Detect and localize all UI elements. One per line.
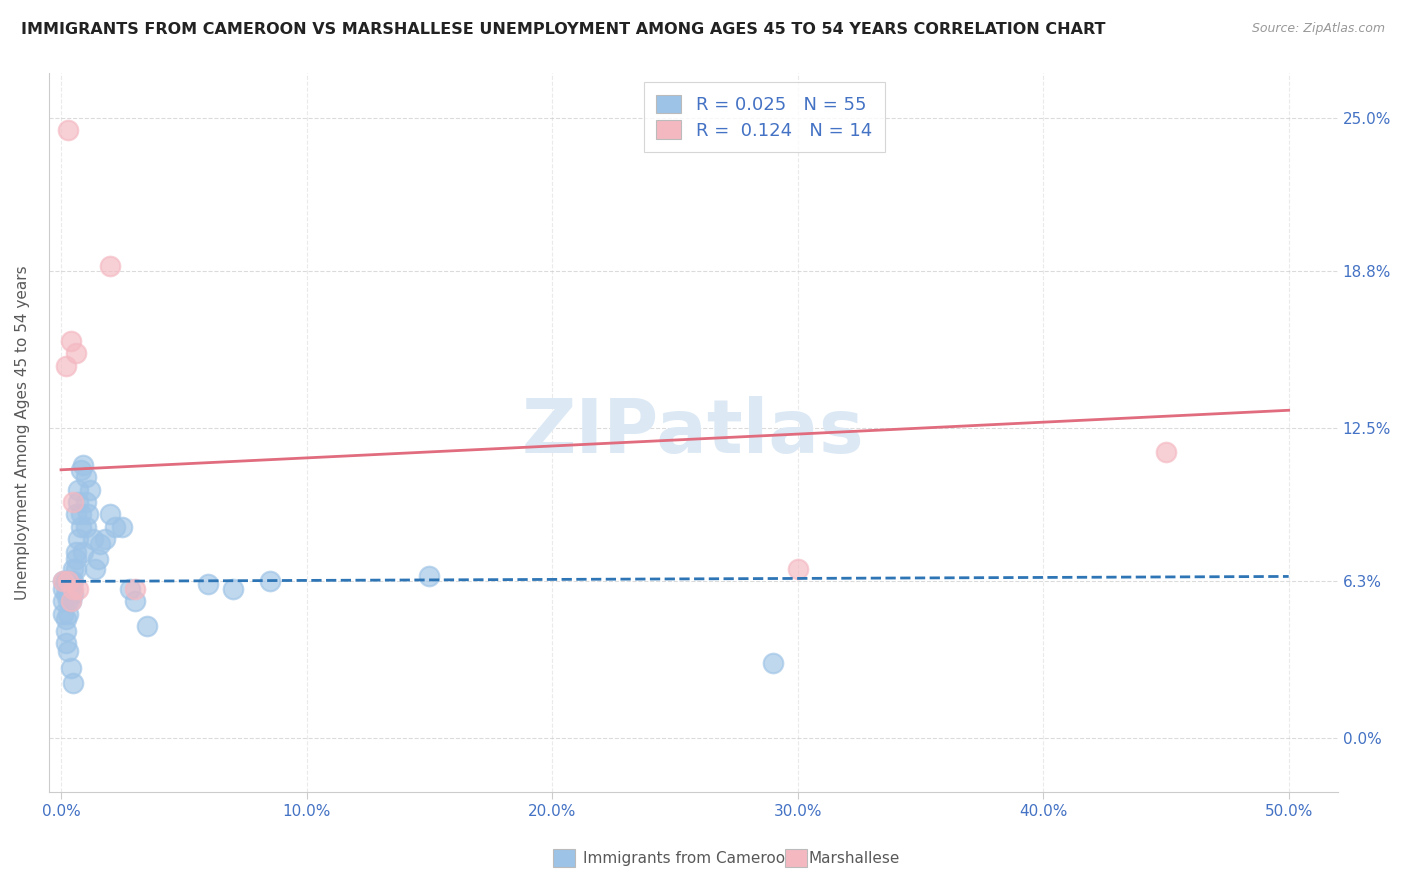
Point <box>418 569 440 583</box>
Point <box>69 508 91 522</box>
Point <box>59 334 82 348</box>
Point <box>111 520 134 534</box>
Point <box>58 607 80 621</box>
Point <box>65 552 87 566</box>
Point <box>98 260 121 274</box>
Point <box>197 577 219 591</box>
Point <box>104 520 127 534</box>
Point <box>59 661 82 675</box>
Point <box>59 594 82 608</box>
Point <box>1154 445 1177 459</box>
Point <box>87 552 110 566</box>
Point <box>58 582 80 596</box>
Point <box>52 574 75 589</box>
Point <box>52 594 75 608</box>
Legend: R = 0.025   N = 55, R =  0.124   N = 14: R = 0.025 N = 55, R = 0.124 N = 14 <box>644 82 884 153</box>
Text: Source: ZipAtlas.com: Source: ZipAtlas.com <box>1251 22 1385 36</box>
Point <box>72 544 94 558</box>
Point <box>69 463 91 477</box>
Point <box>67 533 90 547</box>
Point <box>72 458 94 472</box>
Y-axis label: Unemployment Among Ages 45 to 54 years: Unemployment Among Ages 45 to 54 years <box>15 265 30 600</box>
Point <box>58 594 80 608</box>
Point <box>75 520 97 534</box>
Point <box>67 483 90 497</box>
Point <box>259 574 281 589</box>
Point <box>55 624 77 638</box>
Point <box>222 582 245 596</box>
Point <box>52 607 75 621</box>
Point <box>55 636 77 650</box>
Point <box>65 562 87 576</box>
Point <box>62 582 84 596</box>
Point <box>58 123 80 137</box>
Point <box>58 574 80 589</box>
Point <box>59 582 82 596</box>
Text: IMMIGRANTS FROM CAMEROON VS MARSHALLESE UNEMPLOYMENT AMONG AGES 45 TO 54 YEARS C: IMMIGRANTS FROM CAMEROON VS MARSHALLESE … <box>21 22 1105 37</box>
Point <box>55 612 77 626</box>
Point <box>62 562 84 576</box>
Point <box>52 574 75 589</box>
Point <box>89 537 111 551</box>
Point <box>58 644 80 658</box>
Text: ZIPatlas: ZIPatlas <box>522 396 865 469</box>
Point <box>124 594 146 608</box>
Point <box>77 508 100 522</box>
Point <box>69 520 91 534</box>
Point <box>55 587 77 601</box>
Point <box>118 582 141 596</box>
Point <box>62 574 84 589</box>
Point <box>65 544 87 558</box>
Point <box>58 574 80 589</box>
Point <box>65 346 87 360</box>
Point <box>786 562 808 576</box>
Point <box>84 562 107 576</box>
Point <box>59 594 82 608</box>
Point <box>52 582 75 596</box>
Point <box>75 495 97 509</box>
Point <box>98 508 121 522</box>
Point <box>55 359 77 373</box>
Point <box>67 582 90 596</box>
Text: Immigrants from Cameroon: Immigrants from Cameroon <box>583 851 796 865</box>
Point <box>136 619 159 633</box>
Point <box>94 533 117 547</box>
Point <box>124 582 146 596</box>
Point <box>75 470 97 484</box>
Point <box>79 483 101 497</box>
Point <box>62 587 84 601</box>
Point <box>65 508 87 522</box>
Point <box>762 657 785 671</box>
Point <box>67 495 90 509</box>
Point <box>55 574 77 589</box>
Point <box>82 533 104 547</box>
Point <box>59 574 82 589</box>
Point <box>62 676 84 690</box>
Point <box>62 495 84 509</box>
Text: Marshallese: Marshallese <box>808 851 900 865</box>
